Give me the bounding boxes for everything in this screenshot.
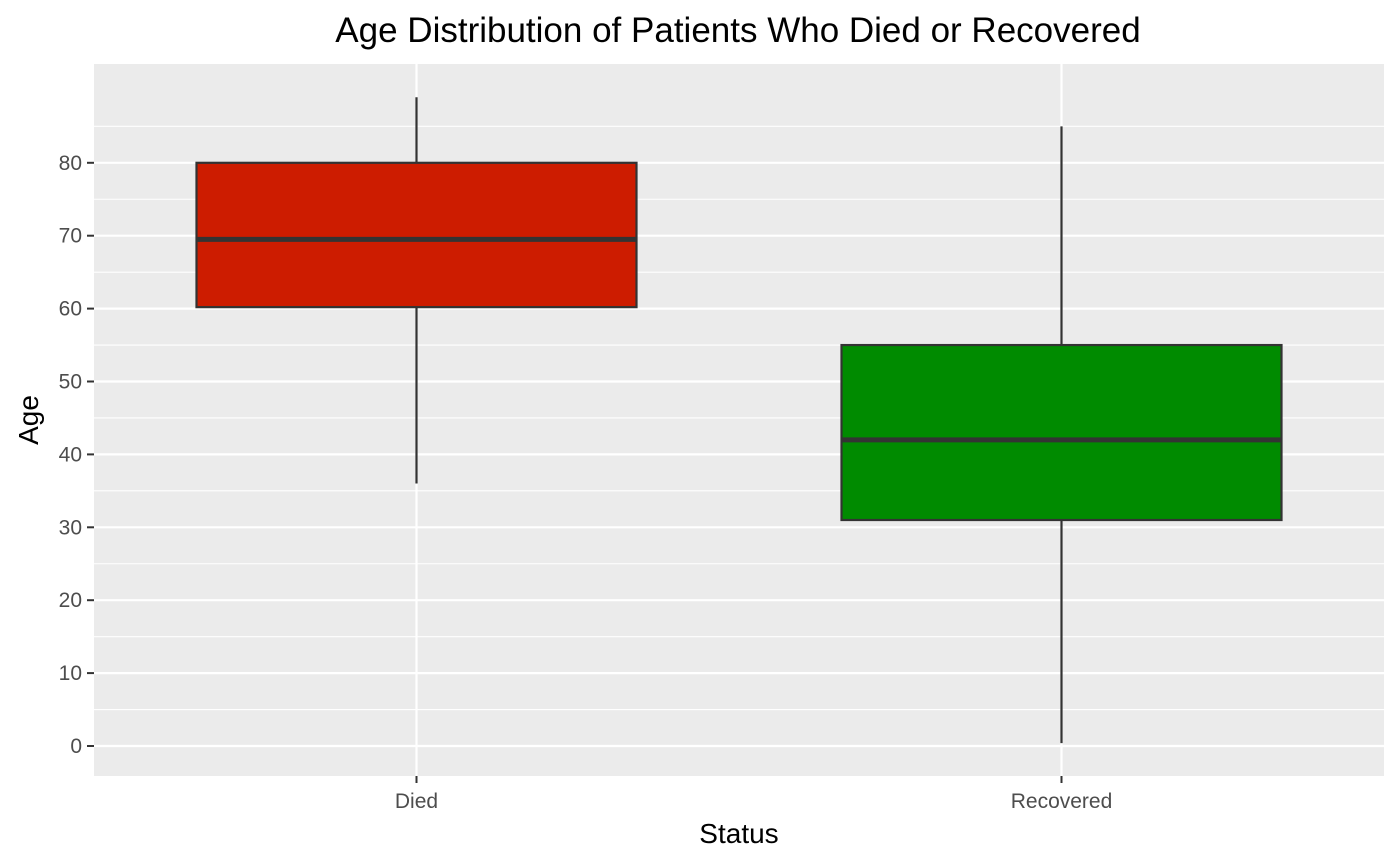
x-tick-label: Recovered (1011, 790, 1113, 813)
y-tick-label: 40 (59, 443, 82, 466)
box-body (195, 161, 638, 309)
y-tick-label: 0 (70, 735, 82, 758)
y-tick-label: 70 (59, 225, 82, 248)
y-tick-label: 30 (59, 516, 82, 539)
box-series (195, 97, 1283, 744)
x-axis-title: Status (699, 818, 778, 849)
y-axis-title: Age (13, 395, 44, 445)
x-axis: Died Recovered (395, 776, 1112, 813)
chart-title: Age Distribution of Patients Who Died or… (335, 11, 1140, 50)
box-body (840, 343, 1283, 522)
y-tick-label: 20 (59, 589, 82, 612)
y-tick-label: 60 (59, 298, 82, 321)
y-axis: 0 10 20 30 40 50 60 70 80 (59, 152, 94, 758)
y-tick-label: 10 (59, 662, 82, 685)
y-tick-label: 80 (59, 152, 82, 175)
box-died (195, 97, 638, 484)
y-tick-label: 50 (59, 371, 82, 394)
box-recovered (840, 126, 1283, 744)
x-tick-label: Died (395, 790, 438, 813)
